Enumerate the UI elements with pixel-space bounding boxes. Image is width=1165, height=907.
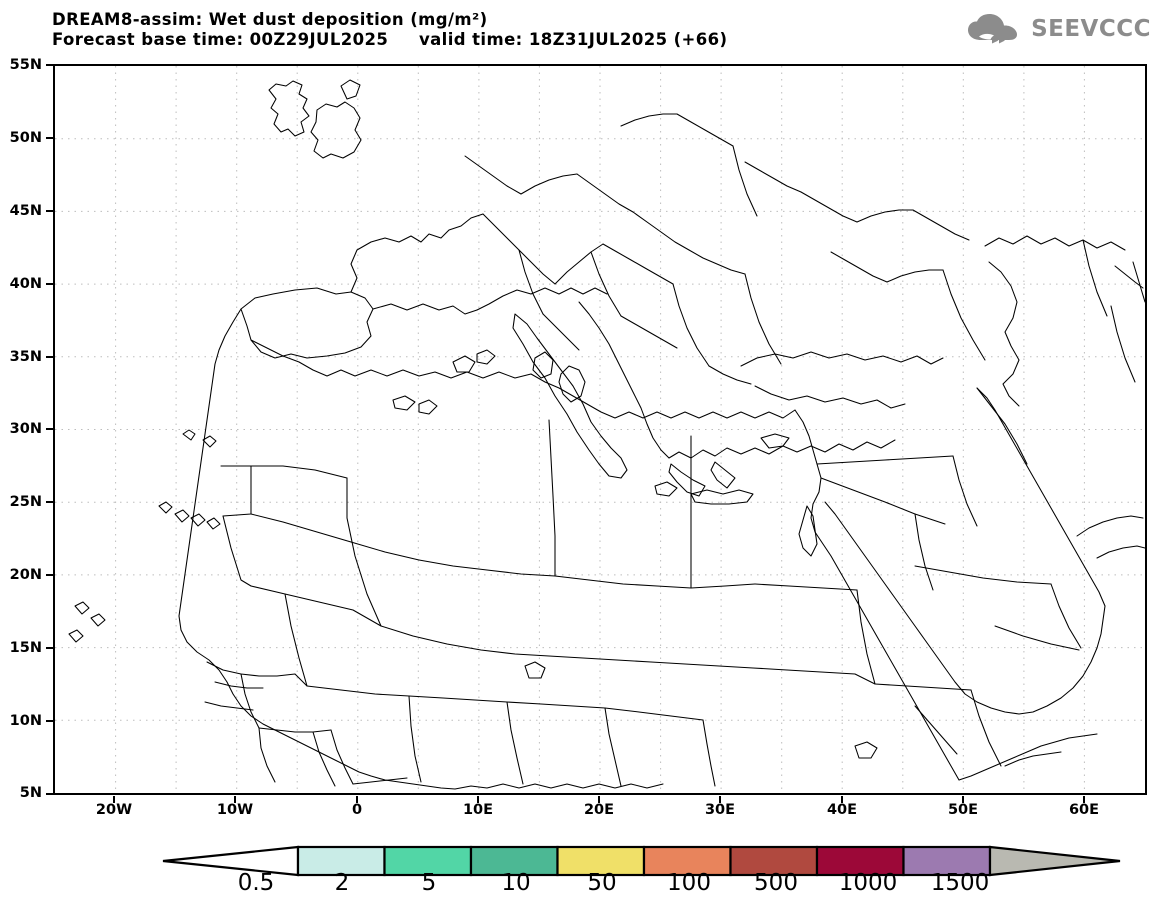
colorbar-tick-1500: 1500	[930, 870, 990, 896]
axis-label-lon-10W: 10W	[216, 802, 254, 818]
tick-lat-55N	[46, 64, 53, 66]
colorbar-extend-high	[988, 845, 1121, 877]
colorbar-bin-2	[469, 845, 559, 877]
axis-label-lat-45N: 45N	[9, 203, 42, 219]
tick-lon-40E	[841, 796, 843, 803]
tick-lat-15N	[46, 647, 53, 649]
tick-lon-20E	[598, 796, 600, 803]
axis-label-lon-0: 0	[351, 802, 363, 818]
tick-lat-10N	[46, 720, 53, 722]
chart-title-block: DREAM8-assim: Wet dust deposition (mg/m²…	[52, 10, 728, 50]
colorbar-bin-0	[296, 845, 386, 877]
tick-lon-50E	[962, 796, 964, 803]
axis-label-lon-20W: 20W	[95, 802, 133, 818]
map-plot-area[interactable]	[53, 64, 1147, 795]
tick-lon-0	[356, 796, 358, 803]
tick-lon-30E	[719, 796, 721, 803]
colorbar-tick-500: 500	[754, 870, 798, 896]
colorbar-tick-1000: 1000	[838, 870, 898, 896]
tick-lat-20N	[46, 574, 53, 576]
map-canvas	[55, 66, 1145, 793]
axis-label-lat-5N: 5N	[19, 785, 42, 801]
map-gridlines	[55, 66, 1145, 793]
tick-lat-45N	[46, 210, 53, 212]
colorbar-tick-100: 100	[667, 870, 711, 896]
axis-label-lon-10E: 10E	[462, 802, 494, 818]
colorbar-bin-7	[902, 845, 992, 877]
axis-label-lat-40N: 40N	[9, 276, 42, 292]
axis-label-lat-10N: 10N	[9, 713, 42, 729]
colorbar-tick-10: 10	[501, 870, 531, 896]
colorbar-tick-50: 50	[587, 870, 617, 896]
axis-label-lat-55N: 55N	[9, 57, 42, 73]
logo-text: SEEVCCC	[1031, 15, 1151, 42]
cloud-icon	[968, 14, 1018, 44]
colorbar-swatches	[162, 845, 1121, 877]
axis-label-lon-50E: 50E	[947, 802, 979, 818]
colorbar-bin-5	[729, 845, 819, 877]
axis-label-lat-30N: 30N	[9, 421, 42, 437]
tick-lon-10E	[477, 796, 479, 803]
axis-label-lat-50N: 50N	[9, 130, 42, 146]
axis-label-lat-35N: 35N	[9, 349, 42, 365]
tick-lat-25N	[46, 501, 53, 503]
tick-lat-50N	[46, 137, 53, 139]
tick-lat-5N	[46, 793, 53, 795]
coastlines-and-borders	[68, 79, 1145, 790]
tick-lon-60E	[1083, 796, 1085, 803]
chart-title: DREAM8-assim: Wet dust deposition (mg/m²…	[52, 10, 488, 29]
colorbar-extend-low	[162, 845, 300, 877]
axis-label-lon-40E: 40E	[826, 802, 858, 818]
tick-lon-20W	[113, 796, 115, 803]
seevccc-logo: SEEVCCC	[967, 14, 1151, 44]
axis-label-lon-30E: 30E	[704, 802, 736, 818]
colorbar-bin-4	[642, 845, 732, 877]
axis-label-lon-60E: 60E	[1068, 802, 1100, 818]
axis-label-lat-25N: 25N	[9, 494, 42, 510]
colorbar[interactable]: 0.5 2 5 10 50 100 500 1000 1500	[0, 840, 1165, 907]
colorbar-bin-6	[815, 845, 905, 877]
tick-lat-35N	[46, 356, 53, 358]
colorbar-tick-0.5: 0.5	[237, 870, 275, 896]
tick-lon-10W	[234, 796, 236, 803]
tick-lat-30N	[46, 428, 53, 430]
chart-subtitle: Forecast base time: 00Z29JUL2025 valid t…	[52, 30, 728, 49]
axis-label-lon-20E: 20E	[583, 802, 615, 818]
colorbar-tick-5: 5	[421, 870, 437, 896]
colorbar-tick-2: 2	[334, 870, 350, 896]
axis-label-lat-20N: 20N	[9, 567, 42, 583]
axis-label-lat-15N: 15N	[9, 640, 42, 656]
tick-lat-40N	[46, 283, 53, 285]
